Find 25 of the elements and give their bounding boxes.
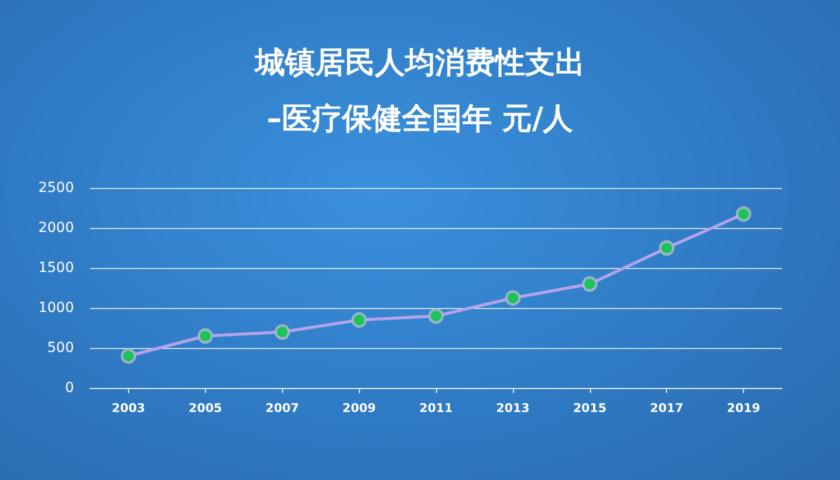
x-tick-label: 2019 (726, 401, 760, 415)
chart-title: 城镇居民人均消费性支出 –医疗保健全国年 元/人 (253, 46, 585, 136)
x-tick-label: 2015 (573, 401, 606, 415)
x-tick-label: 2009 (342, 401, 376, 415)
point (198, 328, 214, 344)
x-tick-label: 2007 (266, 401, 299, 415)
x-tick-label: 2003 (112, 401, 146, 415)
y-tick-label: 1000 (38, 300, 74, 316)
x-tick-label: 2011 (419, 401, 453, 415)
point (120, 348, 136, 364)
y-tick-label: 500 (47, 340, 74, 356)
x-tick-label: 2013 (496, 401, 530, 415)
y-tick-label: 2500 (38, 180, 74, 196)
x-tick-label: 2005 (188, 401, 222, 415)
point (658, 240, 674, 256)
point (736, 206, 752, 222)
point (582, 276, 598, 292)
x-tick-label: 2017 (650, 401, 684, 415)
y-tick-label: 1500 (38, 260, 74, 276)
y-tick-label: 0 (65, 380, 74, 396)
point (274, 324, 290, 340)
point (505, 290, 521, 306)
point (428, 308, 444, 324)
point (351, 312, 367, 328)
y-tick-label: 2000 (38, 220, 74, 236)
